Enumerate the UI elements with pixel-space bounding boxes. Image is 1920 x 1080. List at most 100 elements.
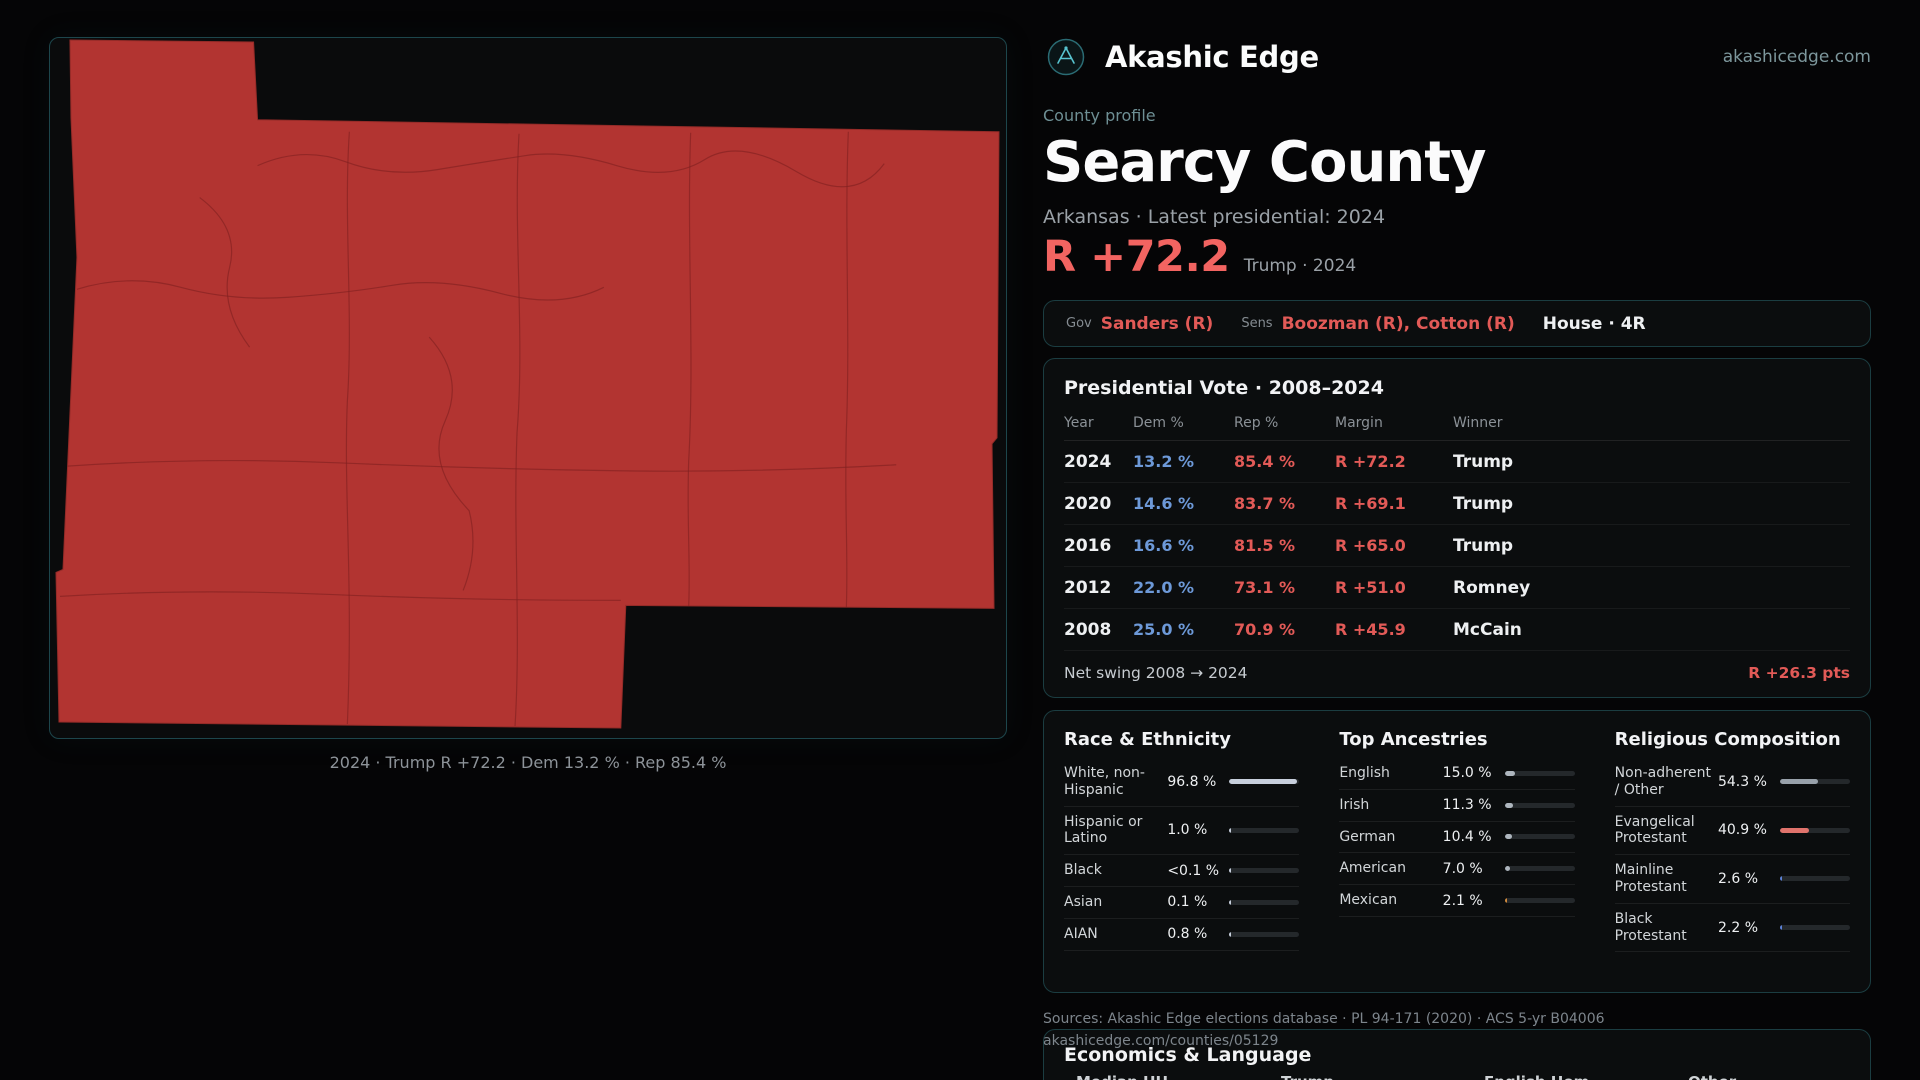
race-title: Race & Ethnicity <box>1064 729 1231 750</box>
list-item: Irish 11.3 % <box>1339 790 1575 822</box>
religion-section: Religious Composition Non-adherent / Oth… <box>1614 729 1850 953</box>
economics-card: Economics & Language Median HH Trump Eng… <box>1043 1029 1871 1080</box>
vote-year: 2008 <box>1064 619 1112 640</box>
table-row: 2024 13.2 % 85.4 % R +72.2 Trump <box>1064 441 1850 483</box>
officials-bar: Gov Sanders (R) Sens Boozman (R), Cotton… <box>1043 300 1871 347</box>
margin-note: Trump · 2024 <box>1243 256 1357 276</box>
vote-dem: 14.6 % <box>1133 494 1195 513</box>
list-item: Mainline Protestant 2.6 % <box>1614 855 1850 904</box>
demographics-card: Race & Ethnicity White, non-Hispanic 96.… <box>1043 710 1871 993</box>
demo-label: Hispanic or Latino <box>1064 813 1143 847</box>
list-item: Non-adherent / Other 54.3 % <box>1614 758 1850 807</box>
sources-note: Sources: Akashic Edge elections database… <box>1043 1008 1605 1052</box>
brand-domain-link[interactable]: akashicedge.com <box>1722 47 1871 67</box>
brand-name: Akashic Edge <box>1105 40 1319 74</box>
religion-title: Religious Composition <box>1614 729 1841 750</box>
demo-bar <box>1779 827 1850 833</box>
demo-bar <box>1779 779 1850 785</box>
list-item: Hispanic or Latino 1.0 % <box>1064 807 1300 856</box>
table-row: 2016 16.6 % 81.5 % R +65.0 Trump <box>1064 525 1850 567</box>
vote-card-title: Presidential Vote · 2008–2024 <box>1064 377 1384 399</box>
vote-rep: 73.1 % <box>1234 578 1296 597</box>
vote-margin: R +45.9 <box>1335 620 1406 639</box>
list-item: American 7.0 % <box>1339 853 1575 886</box>
demo-label: Black Protestant <box>1614 910 1687 944</box>
demo-bar <box>1229 868 1300 874</box>
demo-label: Irish <box>1339 796 1370 813</box>
presidential-vote-card: Presidential Vote · 2008–2024 Year Dem %… <box>1043 358 1871 698</box>
net-swing-value: R +26.3 pts <box>1748 664 1850 682</box>
demo-value: 15.0 % <box>1442 765 1492 782</box>
demo-value: 7.0 % <box>1442 860 1483 877</box>
demo-value: 1.0 % <box>1167 822 1208 839</box>
vote-winner: Trump <box>1453 451 1514 472</box>
economics-title: Economics & Language <box>1064 1044 1312 1066</box>
gov-value: Sanders (R) <box>1100 313 1214 334</box>
demo-label: American <box>1339 860 1406 877</box>
demo-bar <box>1229 899 1300 905</box>
demo-bar <box>1504 802 1575 808</box>
county-shape[interactable] <box>55 39 1000 729</box>
gov-label: Gov <box>1066 316 1092 331</box>
vote-dem: 25.0 % <box>1133 620 1195 639</box>
list-item: Black Protestant 2.2 % <box>1614 904 1850 953</box>
table-row: 2012 22.0 % 73.1 % R +51.0 Romney <box>1064 567 1850 609</box>
vote-rep: 81.5 % <box>1234 536 1296 555</box>
list-item: Asian 0.1 % <box>1064 887 1300 919</box>
economics-partial-label: English Hom <box>1484 1073 1589 1080</box>
demo-value: 0.1 % <box>1167 894 1208 911</box>
vote-margin: R +72.2 <box>1335 452 1406 471</box>
county-profile-panel: Akashic Edge akashicedge.com County prof… <box>1043 0 1871 1080</box>
demo-label: Black <box>1064 862 1102 879</box>
vote-dem: 22.0 % <box>1133 578 1195 597</box>
demo-value: 54.3 % <box>1717 773 1767 790</box>
net-swing-row: Net swing 2008 → 2024 R +26.3 pts <box>1064 651 1850 695</box>
vote-dem: 13.2 % <box>1133 452 1195 471</box>
demo-bar <box>1504 834 1575 840</box>
demo-label: Mainline Protestant <box>1614 862 1687 895</box>
app-header: Akashic Edge akashicedge.com <box>1043 38 1871 76</box>
list-item: English 15.0 % <box>1339 758 1575 790</box>
ancestries-section: Top Ancestries English 15.0 % Irish 11.3… <box>1339 729 1575 952</box>
list-item: German 10.4 % <box>1339 822 1575 854</box>
permalink-link[interactable]: akashicedge.com/counties/05129 <box>1043 1033 1279 1049</box>
list-item: White, non-Hispanic 96.8 % <box>1064 758 1300 807</box>
race-ethnicity-section: Race & Ethnicity White, non-Hispanic 96.… <box>1064 729 1300 952</box>
county-map-panel <box>49 37 1007 739</box>
demo-value: 0.8 % <box>1167 926 1208 943</box>
demo-label: German <box>1339 828 1396 845</box>
vote-year: 2024 <box>1064 451 1112 472</box>
subtitle: Arkansas · Latest presidential: 2024 <box>1043 206 1386 228</box>
page-title: Searcy County <box>1043 130 1486 195</box>
township-boundaries-lines <box>57 131 897 727</box>
vote-year: 2016 <box>1064 535 1112 556</box>
demo-bar <box>1504 770 1575 776</box>
demo-label: White, non-Hispanic <box>1064 765 1145 798</box>
net-swing-label: Net swing 2008 → 2024 <box>1064 664 1248 682</box>
demo-label: English <box>1339 765 1390 781</box>
vote-year: 2020 <box>1064 493 1112 514</box>
vote-winner: Trump <box>1453 535 1514 556</box>
map-caption: 2024 · Trump R +72.2 · Dem 13.2 % · Rep … <box>329 753 727 772</box>
demo-value: 2.1 % <box>1442 892 1483 909</box>
vote-margin: R +69.1 <box>1335 494 1406 513</box>
demo-bar <box>1229 779 1300 785</box>
vote-margin: R +65.0 <box>1335 536 1406 555</box>
demo-bar <box>1504 866 1575 872</box>
demo-label: Evangelical Protestant <box>1614 813 1695 847</box>
col-dem: Dem % <box>1133 415 1184 431</box>
demo-value: 96.8 % <box>1167 773 1217 790</box>
vote-margin: R +51.0 <box>1335 578 1406 597</box>
economics-partial-label: Other <box>1688 1073 1736 1080</box>
sources-line: Sources: Akashic Edge elections database… <box>1043 1011 1605 1027</box>
vote-rep: 83.7 % <box>1234 494 1296 513</box>
eyebrow-county-profile: County profile <box>1043 106 1156 125</box>
vote-winner: Romney <box>1453 577 1531 598</box>
vote-dem: 16.6 % <box>1133 536 1195 555</box>
demo-value: 11.3 % <box>1442 797 1492 814</box>
sens-label: Sens <box>1241 316 1273 331</box>
list-item: Mexican 2.1 % <box>1339 885 1575 917</box>
list-item: Evangelical Protestant 40.9 % <box>1614 807 1850 856</box>
demo-bar <box>1229 827 1300 833</box>
demo-label: Asian <box>1064 893 1103 910</box>
